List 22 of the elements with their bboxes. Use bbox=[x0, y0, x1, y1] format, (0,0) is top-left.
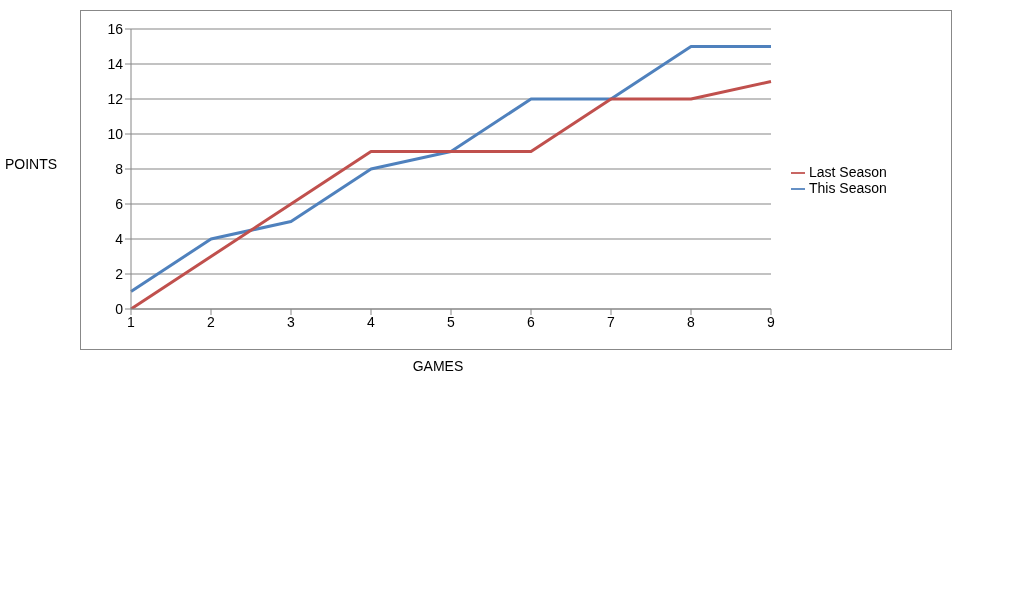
x-tick-label: 4 bbox=[367, 313, 376, 330]
x-tick-label: 7 bbox=[607, 313, 616, 330]
legend-label: Last Season bbox=[809, 163, 887, 180]
y-tick-label: 10 bbox=[107, 125, 124, 142]
x-tick-label: 8 bbox=[687, 313, 696, 330]
y-axis-title: POINTS bbox=[5, 156, 58, 172]
x-tick-label: 5 bbox=[447, 313, 456, 330]
y-tick-label: 6 bbox=[115, 195, 124, 212]
y-tick-label: 2 bbox=[115, 265, 124, 282]
y-tick-label: 14 bbox=[107, 55, 124, 72]
x-tick-label: 6 bbox=[527, 313, 536, 330]
y-tick-label: 8 bbox=[115, 160, 124, 177]
x-tick-label: 2 bbox=[207, 313, 216, 330]
y-tick-label: 4 bbox=[115, 230, 124, 247]
x-tick-label: 1 bbox=[127, 313, 136, 330]
x-tick-label: 3 bbox=[287, 313, 296, 330]
legend-label: This Season bbox=[809, 180, 887, 196]
y-tick-label: 16 bbox=[107, 20, 124, 37]
y-tick-label: 0 bbox=[115, 300, 124, 317]
y-tick-label: 12 bbox=[107, 90, 124, 107]
x-tick-label: 9 bbox=[767, 313, 776, 330]
x-axis-title: GAMES bbox=[411, 358, 465, 374]
